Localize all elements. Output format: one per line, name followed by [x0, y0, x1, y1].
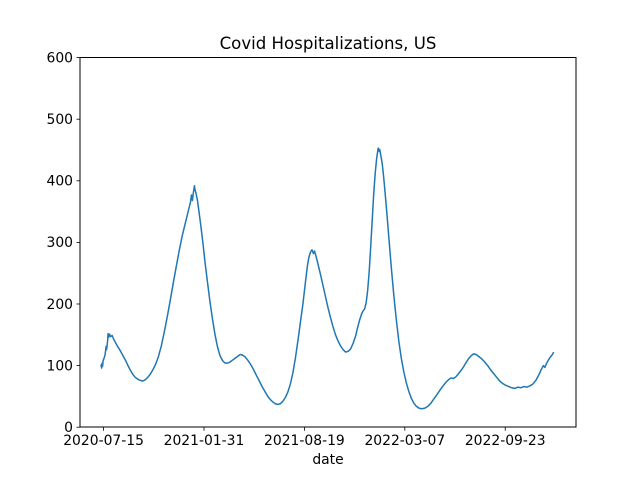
plot-area: 0 100 200 300 400 500 600 2020-07-15 2021-01-31 2… [46, 50, 577, 449]
y-tick-label: 100 [46, 358, 73, 374]
x-axis-label: date [312, 452, 343, 468]
hospitalizations-line [100, 147, 555, 410]
x-tick-label: 2021-08-19 [264, 433, 345, 449]
x-tick-label: 2020-07-15 [63, 433, 144, 449]
axes-spines [79, 57, 577, 428]
y-tick-label: 300 [46, 235, 73, 251]
x-tick-label: 2022-09-23 [465, 433, 546, 449]
y-tick-label: 200 [46, 297, 73, 313]
x-tick-label: 2021-01-31 [164, 433, 245, 449]
y-tick-label: 0 [64, 420, 73, 436]
y-tick-label: 400 [46, 174, 73, 190]
x-tick-label: 2022-03-07 [364, 433, 445, 449]
y-tick-label: 500 [46, 112, 73, 128]
y-tick-label: 600 [46, 50, 73, 66]
chart-title: Covid Hospitalizations, US [220, 34, 437, 53]
